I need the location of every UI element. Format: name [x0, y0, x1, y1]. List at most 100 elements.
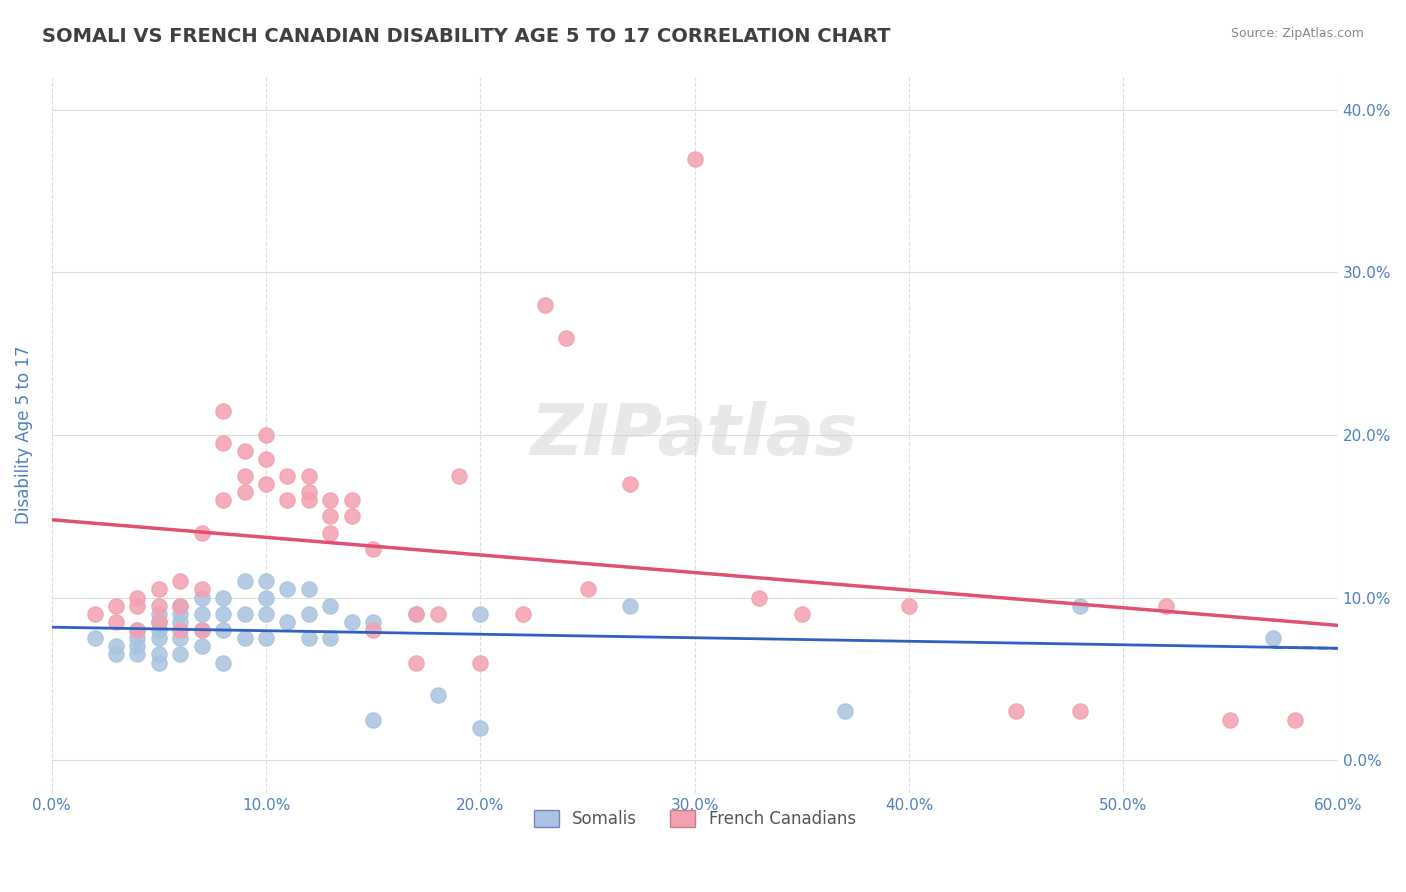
- Point: [105, 640, 128, 654]
- Point: [512, 607, 534, 621]
- Point: [148, 656, 170, 670]
- Text: SOMALI VS FRENCH CANADIAN DISABILITY AGE 5 TO 17 CORRELATION CHART: SOMALI VS FRENCH CANADIAN DISABILITY AGE…: [42, 27, 890, 45]
- Point: [169, 615, 191, 629]
- Point: [148, 615, 170, 629]
- Point: [1219, 713, 1241, 727]
- Point: [169, 607, 191, 621]
- Point: [169, 648, 191, 662]
- Point: [233, 632, 256, 646]
- Point: [298, 607, 321, 621]
- Point: [1284, 713, 1306, 727]
- Point: [148, 623, 170, 637]
- Point: [191, 623, 214, 637]
- Point: [447, 468, 470, 483]
- Point: [148, 607, 170, 621]
- Point: [470, 607, 492, 621]
- Point: [191, 607, 214, 621]
- Point: [426, 688, 449, 702]
- Point: [105, 599, 128, 613]
- Point: [233, 485, 256, 500]
- Point: [127, 599, 149, 613]
- Point: [298, 632, 321, 646]
- Point: [1154, 599, 1177, 613]
- Point: [254, 591, 277, 605]
- Point: [319, 509, 342, 524]
- Point: [148, 615, 170, 629]
- Point: [212, 436, 235, 450]
- Point: [127, 648, 149, 662]
- Point: [298, 493, 321, 508]
- Point: [254, 428, 277, 442]
- Point: [298, 582, 321, 597]
- Point: [212, 656, 235, 670]
- Point: [169, 574, 191, 589]
- Point: [319, 599, 342, 613]
- Point: [533, 298, 555, 312]
- Point: [619, 599, 641, 613]
- Point: [683, 152, 706, 166]
- Legend: Somalis, French Canadians: Somalis, French Canadians: [527, 803, 862, 834]
- Point: [470, 721, 492, 735]
- Point: [254, 476, 277, 491]
- Point: [191, 623, 214, 637]
- Point: [1005, 705, 1028, 719]
- Point: [254, 632, 277, 646]
- Point: [319, 525, 342, 540]
- Point: [361, 713, 384, 727]
- Point: [254, 452, 277, 467]
- Point: [105, 648, 128, 662]
- Point: [212, 591, 235, 605]
- Text: ZIPatlas: ZIPatlas: [531, 401, 859, 469]
- Point: [619, 476, 641, 491]
- Point: [169, 632, 191, 646]
- Point: [254, 607, 277, 621]
- Point: [233, 468, 256, 483]
- Point: [233, 607, 256, 621]
- Point: [169, 623, 191, 637]
- Point: [340, 493, 363, 508]
- Point: [212, 403, 235, 417]
- Point: [834, 705, 856, 719]
- Point: [340, 509, 363, 524]
- Point: [233, 574, 256, 589]
- Point: [191, 591, 214, 605]
- Point: [361, 541, 384, 556]
- Point: [233, 444, 256, 458]
- Point: [212, 607, 235, 621]
- Point: [276, 468, 298, 483]
- Point: [276, 493, 298, 508]
- Point: [555, 330, 578, 344]
- Point: [191, 582, 214, 597]
- Y-axis label: Disability Age 5 to 17: Disability Age 5 to 17: [15, 346, 32, 524]
- Point: [276, 582, 298, 597]
- Point: [83, 607, 105, 621]
- Point: [340, 615, 363, 629]
- Point: [361, 623, 384, 637]
- Point: [148, 582, 170, 597]
- Point: [790, 607, 813, 621]
- Point: [898, 599, 921, 613]
- Point: [191, 525, 214, 540]
- Point: [405, 607, 427, 621]
- Point: [212, 623, 235, 637]
- Point: [83, 632, 105, 646]
- Point: [127, 591, 149, 605]
- Point: [1069, 705, 1091, 719]
- Point: [319, 632, 342, 646]
- Point: [361, 615, 384, 629]
- Point: [405, 607, 427, 621]
- Point: [148, 648, 170, 662]
- Point: [191, 640, 214, 654]
- Point: [127, 632, 149, 646]
- Point: [127, 623, 149, 637]
- Point: [148, 632, 170, 646]
- Point: [1069, 599, 1091, 613]
- Point: [298, 468, 321, 483]
- Point: [127, 623, 149, 637]
- Point: [169, 599, 191, 613]
- Point: [405, 656, 427, 670]
- Point: [319, 493, 342, 508]
- Point: [276, 615, 298, 629]
- Text: Source: ZipAtlas.com: Source: ZipAtlas.com: [1230, 27, 1364, 40]
- Point: [426, 607, 449, 621]
